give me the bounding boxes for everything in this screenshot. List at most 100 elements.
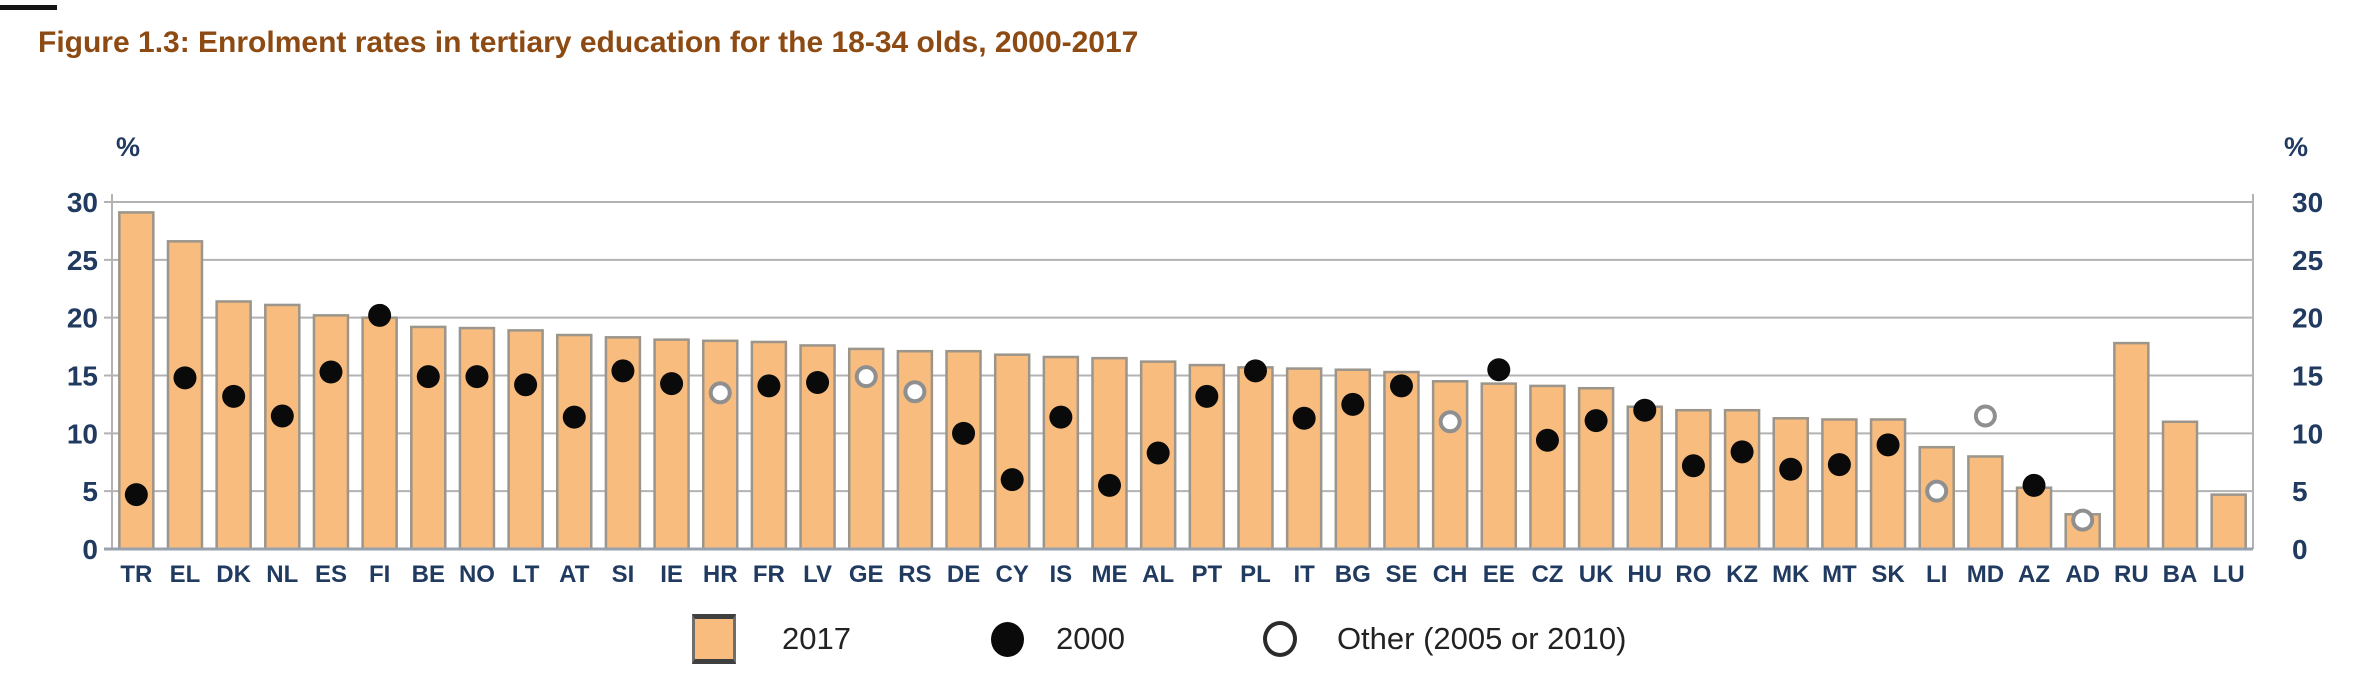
dot-2000-FR xyxy=(757,374,781,398)
bar-FI xyxy=(361,316,398,551)
x-label-LI: LI xyxy=(1926,561,1947,588)
x-label-AZ: AZ xyxy=(2018,561,2050,588)
dot-2000-SI xyxy=(611,359,635,383)
dot-2000-ES xyxy=(319,360,343,384)
dot-2000-LV xyxy=(806,370,830,394)
y-tick-left-30: 30 xyxy=(67,187,98,218)
x-label-AD: AD xyxy=(2065,561,2100,588)
dot-2000-PL xyxy=(1243,359,1267,383)
legend-open-circle-icon xyxy=(1262,621,1297,657)
y-unit-label-right: % xyxy=(2284,132,2308,162)
bar-FR xyxy=(750,340,788,551)
y-tick-right-15: 15 xyxy=(2292,361,2323,392)
bar-HR xyxy=(701,339,739,551)
dot-2000-CZ xyxy=(1535,428,1559,452)
dot-2000-EE xyxy=(1487,358,1511,382)
x-label-HR: HR xyxy=(703,561,738,588)
dot-2000-SK xyxy=(1876,433,1900,457)
y-tick-right-30: 30 xyxy=(2292,187,2323,218)
bar-LV xyxy=(799,344,836,551)
dot-2000-KZ xyxy=(1730,440,1754,464)
y-tick-right-20: 20 xyxy=(2292,303,2323,334)
x-label-GE: GE xyxy=(849,561,884,588)
x-label-SK: SK xyxy=(1871,561,1905,588)
y-tick-right-5: 5 xyxy=(2292,476,2308,507)
x-label-ES: ES xyxy=(315,561,347,588)
bar-BE xyxy=(410,325,447,551)
bar-CY xyxy=(993,353,1031,551)
legend-filled-circle-icon xyxy=(990,621,1024,657)
x-label-BA: BA xyxy=(2163,561,2198,588)
y-tick-right-25: 25 xyxy=(2292,245,2323,276)
x-label-DE: DE xyxy=(947,561,980,588)
legend-label-2017: 2017 xyxy=(782,621,851,656)
bar-EE xyxy=(1480,382,1518,551)
dot-2000-IT xyxy=(1292,406,1316,430)
dot-2000-RO xyxy=(1681,454,1705,478)
dot-other-GE xyxy=(854,365,878,389)
dot-2000-TR xyxy=(124,483,148,507)
dot-2000-BE xyxy=(416,365,440,389)
x-label-CZ: CZ xyxy=(1531,561,1563,588)
bar-AT xyxy=(556,333,593,551)
bar-PL xyxy=(1237,366,1274,551)
bar-NO xyxy=(458,326,496,551)
bar-MT xyxy=(1821,418,1858,551)
x-label-PL: PL xyxy=(1240,561,1271,588)
x-label-AL: AL xyxy=(1142,561,1174,588)
bar-CH xyxy=(1431,380,1469,551)
x-label-BG: BG xyxy=(1335,561,1371,588)
bar-LT xyxy=(507,329,544,551)
x-label-RS: RS xyxy=(898,561,931,588)
figure-title: Figure 1.3: Enrolment rates in tertiary … xyxy=(38,26,1139,59)
scan-artifact-line xyxy=(0,5,57,10)
y-tick-left-0: 0 xyxy=(82,534,98,565)
bar-ME xyxy=(1091,356,1128,551)
x-label-BE: BE xyxy=(412,561,445,588)
dot-2000-NO xyxy=(465,365,489,389)
dot-2000-FI xyxy=(368,303,392,327)
y-tick-right-0: 0 xyxy=(2292,534,2308,565)
x-label-RU: RU xyxy=(2114,561,2149,588)
x-label-EL: EL xyxy=(170,561,201,588)
x-label-NL: NL xyxy=(266,561,298,588)
dot-2000-AL xyxy=(1146,441,1170,465)
dot-2000-CY xyxy=(1000,468,1024,492)
dot-2000-MT xyxy=(1827,453,1851,477)
x-label-HU: HU xyxy=(1627,561,1662,588)
x-label-MD: MD xyxy=(1967,561,2004,588)
chart-svg: 0 0 5 5 10 10 15 15 20 20 25 25 30 30% % TR EL DK NL ES FI BE… xyxy=(67,132,2323,588)
x-label-AT: AT xyxy=(559,561,590,588)
bar-AZ xyxy=(2015,486,2053,551)
x-label-EE: EE xyxy=(1483,561,1515,588)
dot-other-RS xyxy=(903,380,927,404)
bar-IE xyxy=(653,338,690,551)
bar-EL xyxy=(166,240,204,551)
bar-SE xyxy=(1383,370,1420,551)
x-label-RO: RO xyxy=(1675,561,1711,588)
bar-IS xyxy=(1042,355,1080,551)
y-tick-left-25: 25 xyxy=(67,245,98,276)
legend-bar-swatch-icon xyxy=(692,614,736,664)
dot-2000-IE xyxy=(660,372,684,396)
dot-other-HR xyxy=(708,381,732,405)
dot-2000-LT xyxy=(514,373,538,397)
x-label-IT: IT xyxy=(1293,561,1315,588)
bar-DE xyxy=(945,349,982,551)
y-tick-right-10: 10 xyxy=(2292,418,2323,449)
x-label-IE: IE xyxy=(660,561,683,588)
bar-DK xyxy=(215,300,252,551)
x-label-CH: CH xyxy=(1433,561,1468,588)
y-tick-left-5: 5 xyxy=(82,476,98,507)
bar-LU xyxy=(2210,493,2247,551)
x-label-CY: CY xyxy=(996,561,1029,588)
dot-2000-DE xyxy=(952,421,976,445)
bar-KZ xyxy=(1723,408,1761,551)
x-label-SI: SI xyxy=(612,561,635,588)
dot-2000-PT xyxy=(1195,384,1219,408)
chart-legend: 2017 2000 Other (2005 or 2010) xyxy=(692,614,1626,664)
legend-label-2000: 2000 xyxy=(1055,621,1125,656)
dot-other-AD xyxy=(2071,508,2095,532)
x-label-KZ: KZ xyxy=(1726,561,1758,588)
dot-2000-AT xyxy=(562,405,586,429)
